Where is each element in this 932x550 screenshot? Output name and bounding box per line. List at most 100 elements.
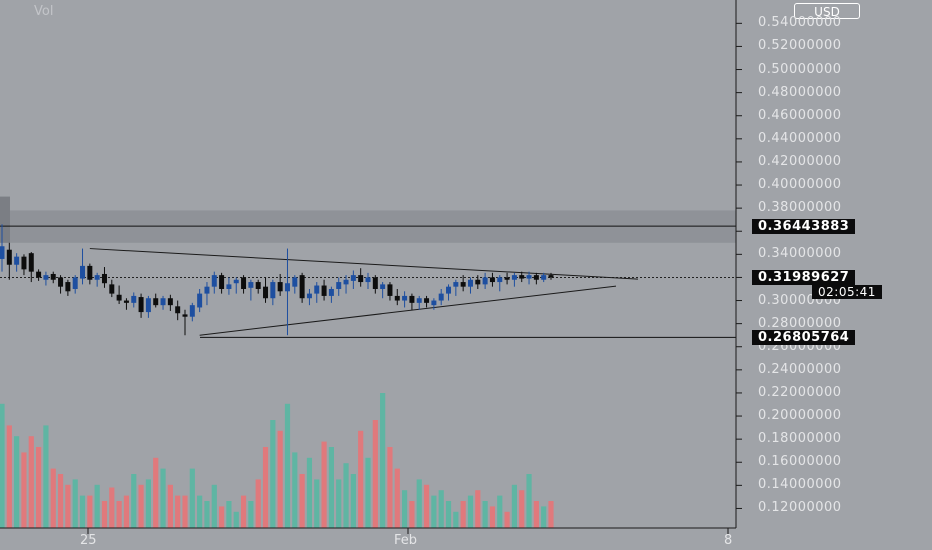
volume-bar (445, 501, 452, 528)
candle (292, 275, 298, 294)
candle (160, 295, 166, 310)
candle-body (233, 279, 239, 284)
candle (14, 253, 20, 272)
volume-bar (526, 474, 532, 528)
candle-body (43, 275, 49, 280)
candle (489, 272, 495, 287)
volume-bar (402, 490, 408, 528)
volume-bar (175, 495, 181, 528)
candle (87, 263, 93, 285)
price-tick-label: 0.12000000 (758, 500, 842, 516)
candle-body (182, 314, 188, 317)
volume-bar (306, 457, 313, 528)
candle-body (204, 286, 210, 294)
candle-body (131, 295, 137, 303)
volume-bar (182, 495, 188, 528)
candle (226, 277, 232, 295)
volume-bar (145, 479, 151, 528)
volume-bar (204, 501, 210, 528)
candle (248, 279, 254, 301)
candle (255, 279, 261, 294)
candle-body (109, 284, 115, 294)
candle (131, 292, 137, 308)
resistance-price-tag: 0.36443883 (752, 219, 856, 235)
candle-body (321, 285, 327, 296)
price-tick-label: 0.14000000 (758, 477, 842, 493)
volume-bar (489, 506, 496, 528)
candle (438, 288, 444, 306)
volume-bars (0, 393, 554, 528)
volume-bar (123, 495, 130, 528)
volume-bar (541, 506, 547, 528)
volume-bar (94, 484, 100, 528)
volume-bar (57, 474, 64, 528)
volume-bar (387, 447, 393, 528)
candle-body (489, 277, 495, 283)
volume-bar (72, 479, 78, 528)
candle (350, 270, 356, 289)
candle-body (219, 275, 225, 289)
volume-bar (372, 420, 378, 528)
candle-body (306, 293, 312, 299)
volume-bar (423, 484, 430, 528)
volume-bar (219, 506, 225, 528)
candle (409, 293, 415, 310)
volume-bar (211, 484, 217, 528)
candle-body (50, 273, 56, 280)
candle (475, 275, 481, 289)
candle-body (277, 282, 283, 292)
volume-bar (292, 452, 298, 528)
candle-body (72, 277, 78, 289)
volume-bar (365, 457, 371, 528)
triangle-upper-trendline[interactable] (89, 248, 639, 280)
candle (504, 272, 510, 285)
candle-body (189, 305, 195, 317)
volume-bar (409, 501, 415, 528)
candle (328, 286, 334, 303)
candle-body (467, 279, 473, 287)
candle (263, 277, 269, 303)
volume-bar (153, 457, 159, 528)
volume-bar (160, 468, 166, 528)
candle (204, 282, 210, 306)
candle (541, 272, 547, 283)
volume-bar (226, 501, 232, 528)
volume-bar (262, 447, 269, 528)
candle (0, 224, 5, 272)
zone-edge-marker (0, 196, 10, 243)
candle (446, 284, 452, 301)
candle (519, 271, 525, 283)
candle (145, 295, 151, 318)
volume-bar (240, 495, 247, 528)
candle-body (36, 271, 42, 278)
candle (533, 272, 539, 285)
price-tick-label: 0.38000000 (758, 200, 842, 216)
volume-bar (131, 474, 137, 528)
price-tick-label: 0.20000000 (758, 408, 842, 424)
candle (402, 291, 408, 308)
volume-bar (167, 484, 173, 528)
volume-label: Vol (34, 4, 54, 19)
volume-bar (467, 495, 474, 528)
candle-body (372, 277, 378, 289)
volume-bar (36, 447, 42, 528)
candle (65, 279, 71, 296)
candle-body (475, 279, 481, 285)
price-tick-label: 0.54000000 (758, 15, 842, 31)
time-label-8: 8 (724, 533, 733, 548)
candle (189, 302, 195, 322)
volume-bar (497, 495, 503, 528)
candle-body (511, 275, 517, 280)
volume-bar (233, 511, 239, 528)
triangle-lower-trendline[interactable] (199, 285, 617, 336)
currency-button[interactable]: USD (794, 3, 860, 19)
volume-bar (43, 425, 49, 528)
candle-body (28, 253, 34, 272)
volume-bar (255, 479, 261, 528)
candle (497, 275, 503, 292)
candle-body (255, 282, 261, 289)
candle (36, 269, 42, 281)
candle-body (116, 294, 122, 301)
volume-bar (87, 495, 93, 528)
candle-body (416, 298, 422, 303)
